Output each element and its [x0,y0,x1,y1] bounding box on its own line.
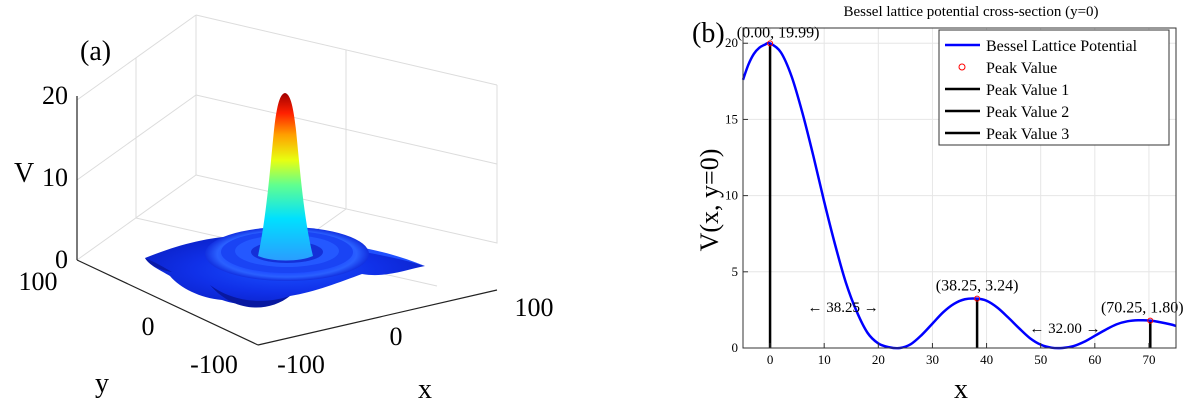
line-chart-panel: (b) Bessel lattice potential cross-secti… [692,4,1184,405]
y-tick-label: 5 [732,264,739,279]
distance-label-2: ← 32.00 → [1029,321,1100,337]
legend-entry-line: Bessel Lattice Potential [986,38,1138,55]
x-tick-label: 10 [818,352,831,367]
panel-b-label: (b) [692,18,725,49]
z-axis-ticks: 0 10 20 [42,81,68,274]
y-axis-title: V(x, y=0) [695,149,724,252]
legend-entry-peak1: Peak Value 1 [986,82,1069,99]
peak-label-2: (38.25, 3.24) [936,278,1019,295]
legend-entry-peak3: Peak Value 3 [986,126,1069,143]
surface-plot-panel: (a) 0 10 20 V 100 0 -100 y -100 0 100 x [14,14,554,405]
series-line [741,41,1177,350]
legend-box [938,29,1170,146]
plot-frame [742,27,1177,349]
plot-annotations: (0.00, 19.99)(38.25, 3.24)(70.25, 1.80)←… [737,24,1184,336]
panel-a-label: (a) [80,36,111,67]
x-tick: 100 [515,293,554,322]
z-tick: 20 [42,81,68,110]
legend-marker-swatch [958,63,966,71]
peak-label-3: (70.25, 1.80) [1101,300,1184,317]
z-tick: 0 [55,245,68,274]
chart-title: Bessel lattice potential cross-section (… [843,4,1098,20]
x-tick-label: 30 [926,352,939,367]
peak-marker-3 [1147,317,1154,324]
y-tick-label: 15 [725,111,738,126]
x-tick-label: 0 [767,352,774,367]
3d-axis-lines [76,96,498,346]
x-axis-ticks: -100 0 100 [277,293,553,379]
surface [145,93,425,308]
x-tick: -100 [277,350,325,379]
peak-marker-1 [767,40,774,47]
y-axis-ticks: 100 0 -100 [19,267,238,379]
plot-marks [741,40,1177,350]
distance-label-1: ← 38.25 → [808,300,879,316]
x-tick-label: 70 [1142,352,1155,367]
x-tick-label: 50 [1034,352,1047,367]
y-tick: -100 [190,350,238,379]
plot-ticks: 0 10 20 30 40 50 60 70 0 5 10 15 20 [725,35,1155,367]
legend: Bessel Lattice Potential Peak Value Peak… [938,29,1170,146]
x-tick-label: 40 [980,352,993,367]
x-axis-label: x [418,374,432,405]
y-tick: 0 [142,312,155,341]
peak-label-1: (0.00, 19.99) [737,24,820,41]
x-tick: 0 [390,322,403,351]
x-tick-label: 60 [1088,352,1101,367]
y-axis-label: y [95,368,109,399]
y-tick-label: 20 [725,35,738,50]
y-tick-label: 0 [732,340,739,355]
legend-entry-marker: Peak Value [986,60,1057,77]
z-axis-label: V [14,158,34,189]
legend-entry-peak2: Peak Value 2 [986,104,1069,121]
x-tick-label: 20 [872,352,885,367]
y-tick-label: 10 [725,188,738,203]
peak-marker-2 [974,295,981,302]
z-tick: 10 [42,163,68,192]
y-tick: 100 [19,267,58,296]
x-axis-title: x [954,374,968,405]
